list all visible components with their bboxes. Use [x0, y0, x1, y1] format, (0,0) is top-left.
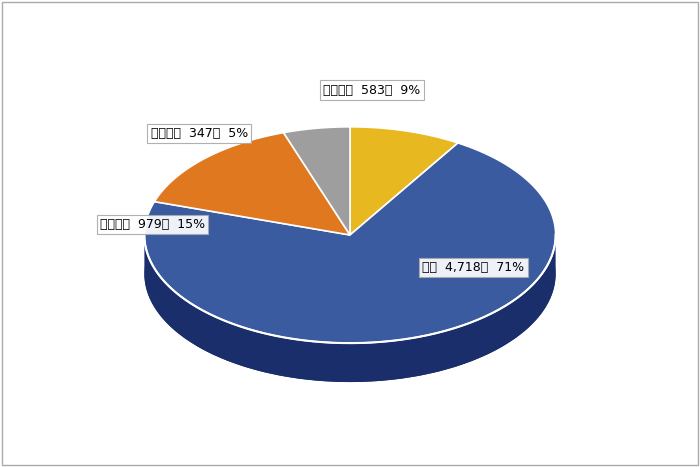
Polygon shape [155, 133, 350, 235]
Text: 上記以外  583人  9%: 上記以外 583人 9% [323, 84, 421, 97]
Polygon shape [144, 143, 556, 343]
Polygon shape [144, 234, 556, 382]
Text: 一般負傷  979人  15%: 一般負傷 979人 15% [100, 218, 205, 231]
Polygon shape [284, 127, 350, 235]
Text: 交通事故  347人  5%: 交通事故 347人 5% [150, 127, 248, 140]
Ellipse shape [144, 166, 556, 382]
Polygon shape [350, 127, 458, 235]
Text: 急病  4,718人  71%: 急病 4,718人 71% [422, 261, 524, 274]
